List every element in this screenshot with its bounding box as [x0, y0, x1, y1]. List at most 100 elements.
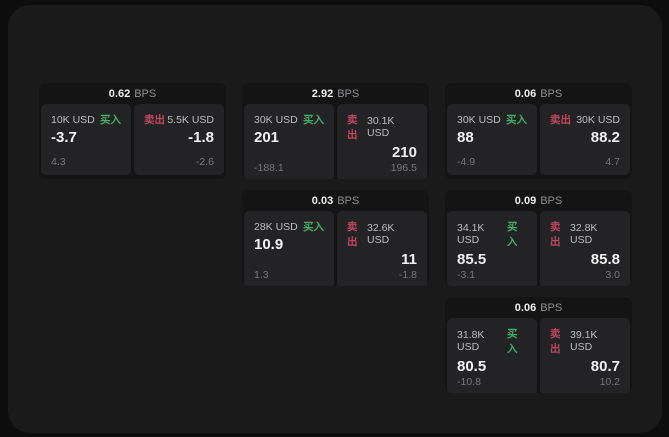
buy-sub-value: -10.8	[457, 375, 481, 388]
buy-panel-top: 10K USD 买入	[51, 112, 121, 127]
buy-panel[interactable]: 31.8K USD 买入 80.5 -10.8	[447, 318, 537, 393]
buy-amount: 30K USD	[457, 113, 501, 126]
buy-sub-value: -4.9	[457, 156, 476, 168]
sell-panel[interactable]: 卖出 30K USD 88.2 4.7	[540, 104, 630, 175]
sell-panel[interactable]: 卖出 39.1K USD 80.7 10.2	[540, 318, 630, 393]
sell-side-badge: 卖出	[347, 221, 358, 248]
sell-side-badge: 卖出	[550, 328, 561, 355]
spread-value: 0.03	[311, 194, 334, 207]
buy-amount: 10K USD	[51, 113, 95, 126]
quote-card: 2.92 BPS 30K USD 买入 201 -188.1 卖出 30.1K …	[242, 83, 429, 179]
buy-price: -3.7	[51, 129, 77, 146]
card-body: 28K USD 买入 10.9 1.3 卖出 32.6K USD 11 -1.8	[242, 211, 429, 286]
buy-side-badge: 买入	[303, 221, 324, 233]
sell-panel[interactable]: 卖出 5.5K USD -1.8 -2.6	[134, 104, 224, 175]
sell-sub-value: -1.8	[398, 268, 417, 281]
spread-header: 2.92 BPS	[242, 83, 429, 104]
sell-sub-value: 3.0	[605, 268, 620, 281]
buy-sub-value: -188.1	[254, 161, 284, 174]
app-window: 0.62 BPS 10K USD 买入 -3.7 4.3 卖出 5.5K USD	[8, 5, 662, 433]
buy-side-badge: 买入	[507, 328, 518, 355]
card-body: 30K USD 买入 201 -188.1 卖出 30.1K USD 210 1…	[242, 104, 429, 179]
spread-header: 0.09 BPS	[445, 190, 632, 211]
spread-value: 0.06	[514, 301, 537, 314]
sell-panel[interactable]: 卖出 32.6K USD 11 -1.8	[337, 211, 427, 286]
sell-sub-value: 4.7	[605, 156, 620, 168]
buy-price: 88	[457, 129, 474, 146]
sell-amount: 30.1K USD	[366, 115, 395, 139]
buy-panel[interactable]: 30K USD 买入 201 -188.1	[244, 104, 334, 179]
spread-value: 0.62	[108, 87, 131, 100]
buy-side-badge: 买入	[506, 114, 527, 126]
buy-panel[interactable]: 28K USD 买入 10.9 1.3	[244, 211, 334, 286]
sell-panel-top: 卖出 39.1K USD	[550, 326, 620, 356]
sell-sub-value: 196.5	[390, 161, 417, 174]
sell-price: 11	[401, 251, 417, 268]
spread-unit: BPS	[337, 194, 360, 207]
buy-panel-top: 34.1K USD 买入	[457, 219, 527, 249]
buy-price: 80.5	[457, 358, 487, 375]
buy-panel-top: 30K USD 买入	[457, 112, 527, 127]
buy-side-badge: 买入	[507, 221, 518, 248]
spread-value: 0.06	[514, 87, 537, 100]
sell-panel-top: 卖出 30.1K USD	[347, 112, 417, 142]
card-body: 10K USD 买入 -3.7 4.3 卖出 5.5K USD -1.8 -2.…	[39, 104, 226, 179]
buy-price: 10.9	[254, 236, 284, 253]
quote-card: 0.03 BPS 28K USD 买入 10.9 1.3 卖出 32.6K US…	[242, 190, 429, 286]
spread-unit: BPS	[540, 194, 563, 207]
spread-unit: BPS	[337, 87, 360, 100]
quote-card: 0.62 BPS 10K USD 买入 -3.7 4.3 卖出 5.5K USD	[39, 83, 226, 179]
buy-panel-top: 30K USD 买入	[254, 112, 324, 127]
buy-price: 201	[254, 129, 280, 146]
buy-amount: 30K USD	[254, 113, 298, 126]
buy-sub-value: 1.3	[254, 268, 269, 281]
sell-panel-top: 卖出 32.6K USD	[347, 219, 417, 249]
sell-panel-top: 卖出 30K USD	[550, 112, 620, 127]
buy-side-badge: 买入	[303, 114, 324, 126]
sell-panel[interactable]: 卖出 32.8K USD 85.8 3.0	[540, 211, 630, 286]
spread-value: 0.09	[514, 194, 537, 207]
spread-unit: BPS	[540, 301, 563, 314]
sell-price: 88.2	[590, 129, 620, 146]
buy-amount: 28K USD	[254, 220, 298, 233]
buy-panel[interactable]: 10K USD 买入 -3.7 4.3	[41, 104, 131, 175]
sell-sub-value: 10.2	[599, 375, 620, 388]
buy-amount: 31.8K USD	[457, 329, 485, 353]
sell-panel-top: 卖出 32.8K USD	[550, 219, 620, 249]
sell-price: 85.8	[590, 251, 620, 268]
sell-amount: 5.5K USD	[167, 113, 214, 126]
sell-amount: 32.6K USD	[366, 222, 395, 246]
quote-card: 0.06 BPS 31.8K USD 买入 80.5 -10.8 卖出 39.1…	[445, 297, 632, 393]
buy-sub-value: -3.1	[457, 268, 476, 281]
spread-unit: BPS	[134, 87, 157, 100]
spread-header: 0.03 BPS	[242, 190, 429, 211]
buy-panel[interactable]: 34.1K USD 买入 85.5 -3.1	[447, 211, 537, 286]
sell-side-badge: 卖出	[144, 114, 165, 126]
buy-panel-top: 28K USD 买入	[254, 219, 324, 234]
card-body: 31.8K USD 买入 80.5 -10.8 卖出 39.1K USD 80.…	[445, 318, 632, 393]
buy-amount: 34.1K USD	[457, 222, 485, 246]
spread-header: 0.62 BPS	[39, 83, 226, 104]
sell-price: -1.8	[188, 129, 214, 146]
sell-price: 80.7	[590, 358, 620, 375]
sell-panel-top: 卖出 5.5K USD	[144, 112, 214, 127]
quote-card: 0.09 BPS 34.1K USD 买入 85.5 -3.1 卖出 32.8K…	[445, 190, 632, 286]
sell-panel[interactable]: 卖出 30.1K USD 210 196.5	[337, 104, 427, 179]
sell-sub-value: -2.6	[195, 156, 214, 168]
buy-price: 85.5	[457, 251, 487, 268]
spread-header: 0.06 BPS	[445, 297, 632, 318]
buy-side-badge: 买入	[100, 114, 121, 126]
sell-price: 210	[391, 144, 417, 161]
sell-side-badge: 卖出	[347, 114, 358, 141]
spread-header: 0.06 BPS	[445, 83, 632, 104]
buy-panel-top: 31.8K USD 买入	[457, 326, 527, 356]
sell-amount: 30K USD	[576, 113, 620, 126]
card-body: 30K USD 买入 88 -4.9 卖出 30K USD 88.2 4.7	[445, 104, 632, 179]
card-body: 34.1K USD 买入 85.5 -3.1 卖出 32.8K USD 85.8…	[445, 211, 632, 286]
buy-sub-value: 4.3	[51, 156, 66, 168]
buy-panel[interactable]: 30K USD 买入 88 -4.9	[447, 104, 537, 175]
sell-side-badge: 卖出	[550, 221, 561, 248]
sell-amount: 39.1K USD	[569, 329, 598, 353]
sell-amount: 32.8K USD	[569, 222, 598, 246]
quote-card: 0.06 BPS 30K USD 买入 88 -4.9 卖出 30K USD	[445, 83, 632, 179]
